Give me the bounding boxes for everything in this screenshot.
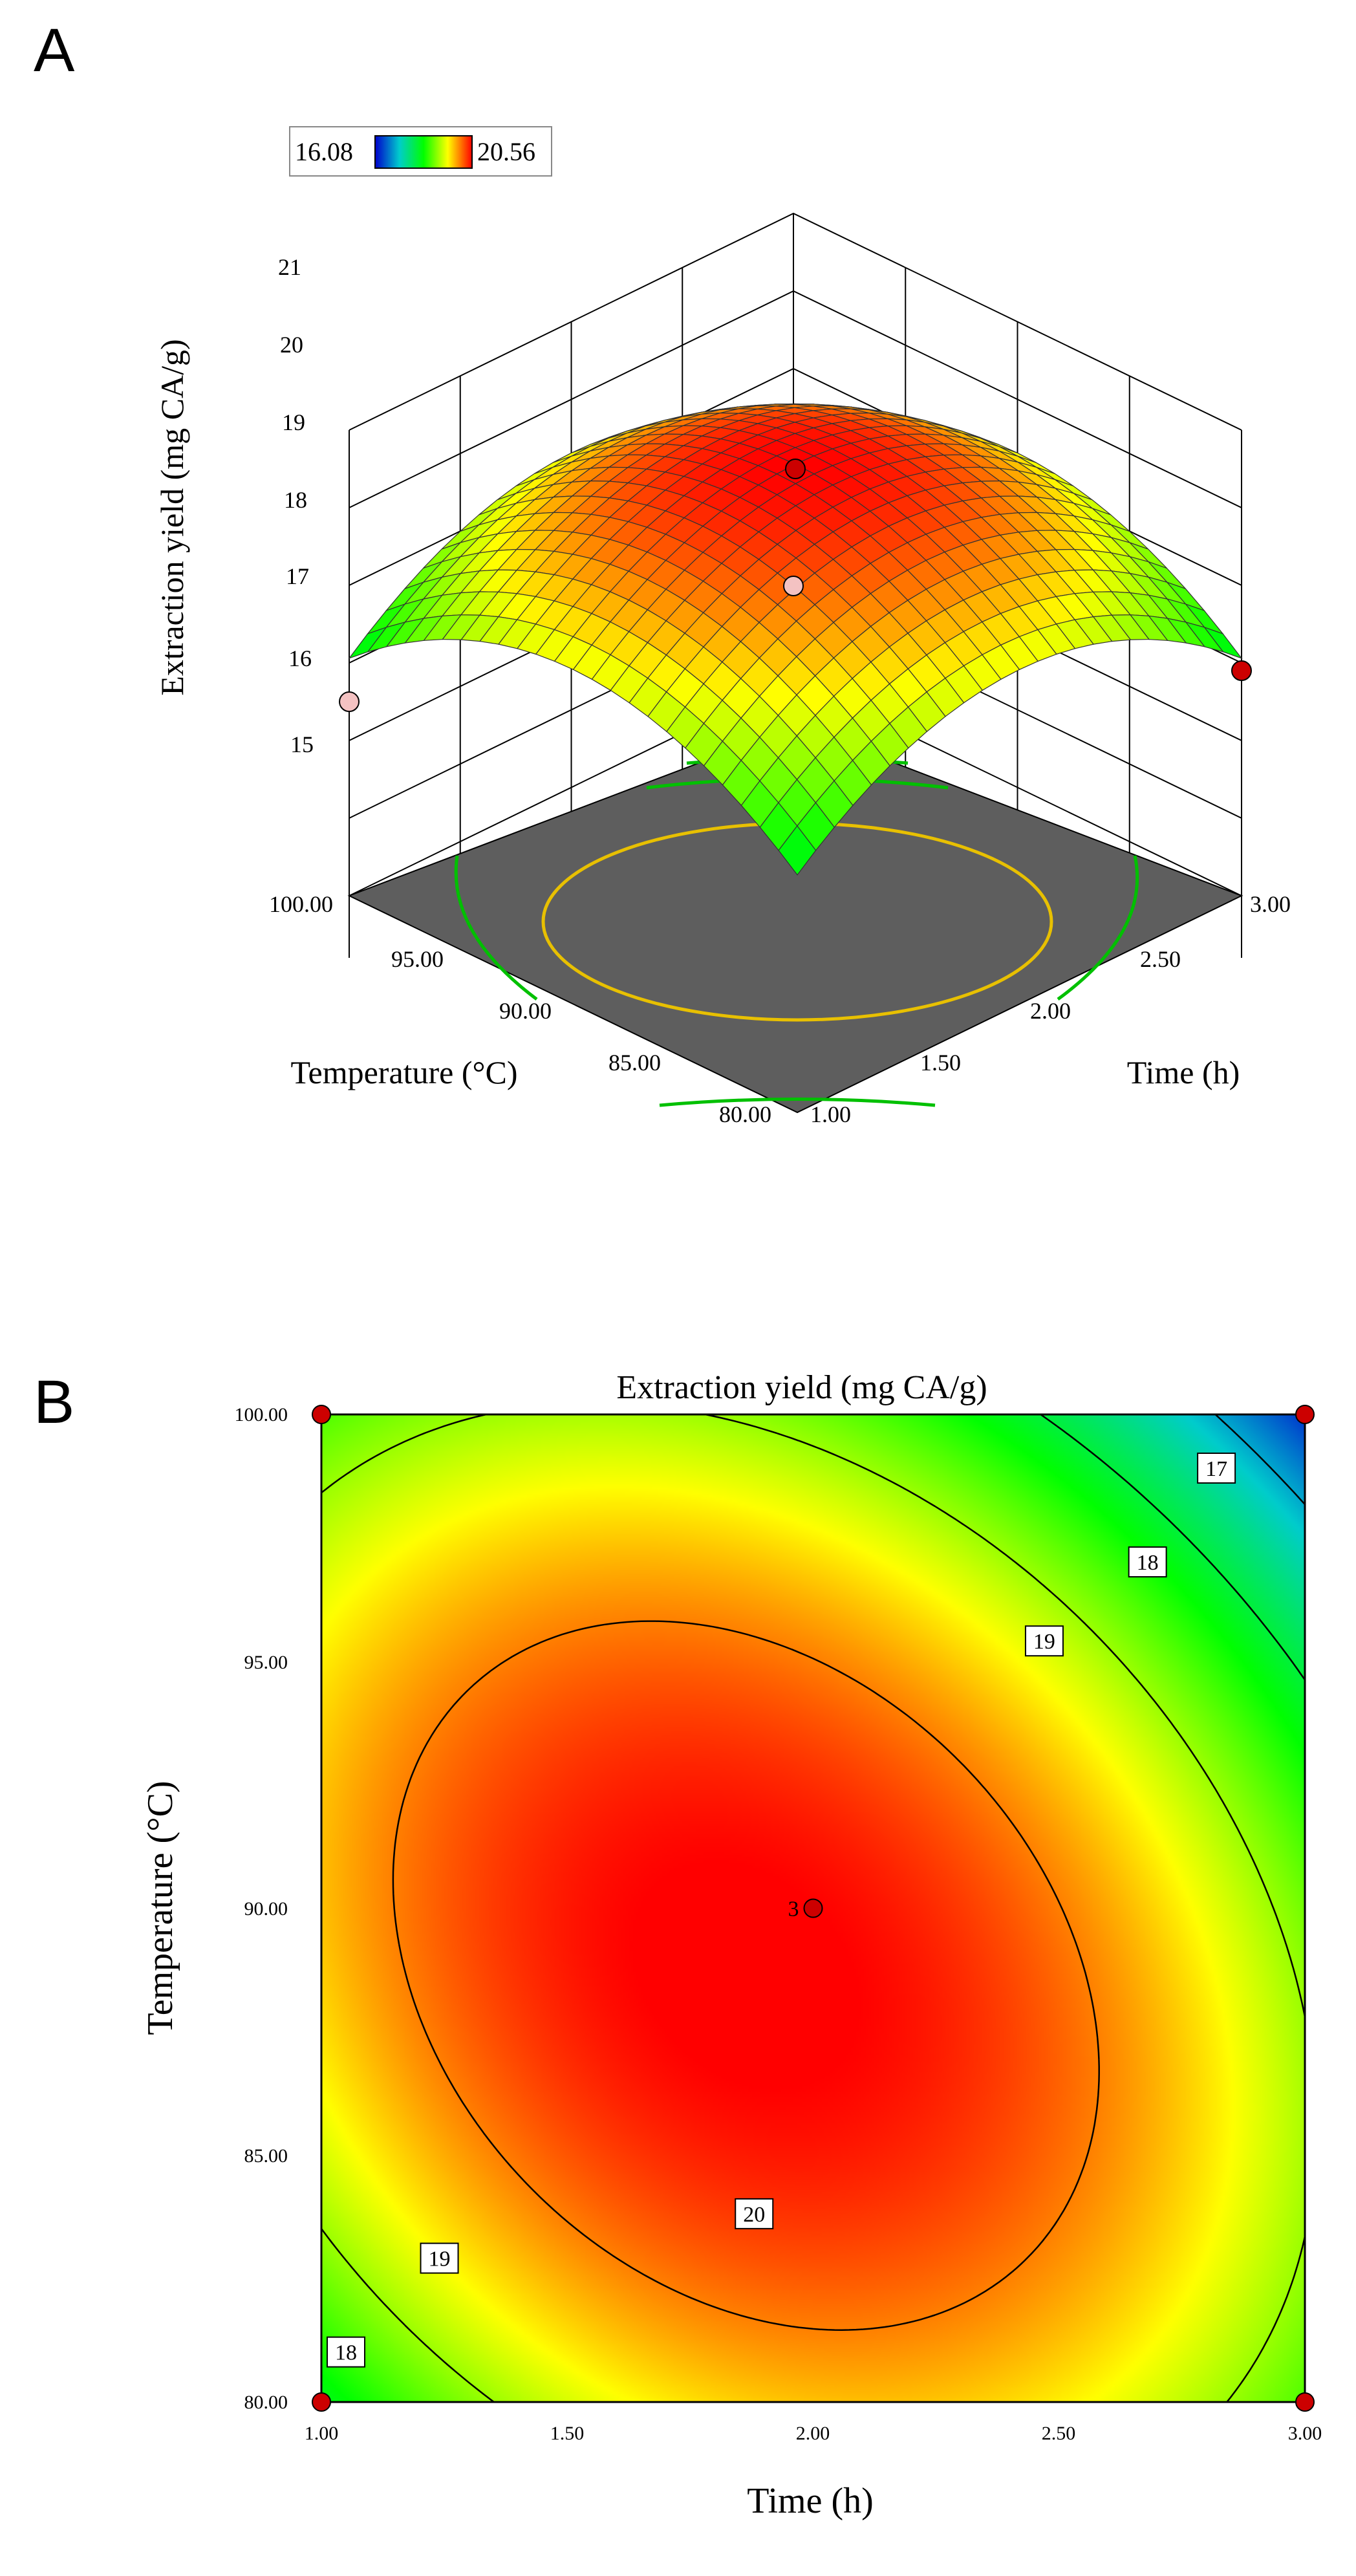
- surface-design-point: [339, 691, 360, 712]
- contour-label-text: 18: [1137, 1551, 1159, 1575]
- x-tick-1: 1.00: [305, 2423, 339, 2444]
- x-tick-2: 2.00: [796, 2423, 830, 2444]
- contour-label-box: [1128, 1546, 1167, 1578]
- contour-label-20: 20: [735, 2198, 774, 2229]
- contour-line-18: [1039, 1414, 1305, 1682]
- contour-label-box: [420, 2242, 459, 2274]
- temp3d-tick-85: 85.00: [608, 1050, 661, 1076]
- surface-design-point: [783, 576, 804, 596]
- design-point: [312, 1405, 331, 1424]
- legend-min-label: 16.08: [295, 137, 353, 166]
- z-tick-20: 20: [280, 332, 303, 358]
- x-tick-3: 3.00: [1288, 2423, 1322, 2444]
- contour-line-17: [1214, 1414, 1305, 1506]
- temp3d-tick-80: 80.00: [719, 1101, 771, 1127]
- contour-label-text: 18: [335, 2341, 357, 2365]
- contour-label-box: [735, 2198, 774, 2229]
- time-axis-label-3d: Time (h): [1127, 1054, 1240, 1090]
- x-axis-label-2d: Time (h): [747, 2481, 874, 2521]
- z-tick-16: 16: [288, 645, 312, 671]
- legend-max-label: 20.56: [477, 137, 535, 166]
- contour-title: Extraction yield (mg CA/g): [616, 1369, 987, 1406]
- z-tick-18: 18: [284, 487, 307, 513]
- contour-label-18: 18: [327, 2336, 366, 2368]
- design-point: [1295, 1405, 1315, 1424]
- z-axis-ticks: 15 16 17 18 19 20 21: [278, 254, 314, 757]
- time3d-tick-2: 2.00: [1030, 998, 1071, 1024]
- panel-a-letter: A: [34, 16, 75, 85]
- y-tick-90: 90.00: [244, 1898, 288, 1920]
- contour-label-19: 19: [1024, 1625, 1064, 1657]
- response-surface: [348, 403, 1243, 876]
- z-axis-label: Extraction yield (mg CA/g): [154, 339, 190, 695]
- surface-design-point: [1231, 660, 1252, 681]
- contour-line-19: [321, 1414, 1305, 2402]
- y-tick-95: 95.00: [244, 1652, 288, 1673]
- x-tick-1-5: 1.50: [550, 2423, 585, 2444]
- contour-label-text: 20: [743, 2203, 765, 2227]
- design-point: [312, 2392, 331, 2412]
- y-axis-ticks-2d: 80.00 85.00 90.00 95.00 100.00: [235, 1404, 288, 2413]
- legend-gradient-bar: [374, 135, 473, 169]
- time-axis-ticks-3d: 1.00 1.50 2.00 2.50 3.00: [810, 891, 1291, 1127]
- design-point-label: 3: [788, 1898, 799, 1921]
- contour-label-box: [327, 2336, 366, 2368]
- surface-patch: [778, 825, 817, 876]
- contour-label-text: 19: [1033, 1630, 1055, 1654]
- z-tick-17: 17: [286, 563, 309, 589]
- surface-design-points: [339, 459, 1252, 712]
- contour-label-19: 19: [420, 2242, 459, 2274]
- contour-line-20: [392, 1620, 1100, 2331]
- z-tick-15: 15: [290, 731, 314, 757]
- x-axis-ticks-2d: 1.00 1.50 2.00 2.50 3.00: [305, 2423, 1322, 2444]
- wall-gridline-z: [349, 290, 1242, 508]
- contour-plot-frame: [320, 1413, 1306, 2403]
- surface-design-point: [785, 459, 806, 479]
- floor-contour-19-left: [454, 855, 538, 1001]
- floor-contour-19-bottom: [659, 1098, 936, 1107]
- time3d-tick-3: 3.00: [1250, 891, 1291, 917]
- temp3d-tick-100: 100.00: [269, 891, 333, 917]
- y-tick-85: 85.00: [244, 2145, 288, 2167]
- contour-label-box: [1197, 1452, 1236, 1484]
- temp3d-tick-95: 95.00: [391, 946, 444, 972]
- time3d-tick-1-5: 1.50: [920, 1050, 961, 1076]
- design-point: [1295, 2392, 1315, 2412]
- temp3d-tick-90: 90.00: [499, 998, 552, 1024]
- contour-label-18: 18: [1128, 1546, 1167, 1578]
- surface-floor: [347, 724, 1243, 1114]
- contour-label-17: 17: [1197, 1452, 1236, 1484]
- contour-lines: [321, 1414, 1305, 2402]
- y-axis-label-2d: Temperature (°C): [140, 1780, 180, 2035]
- z-tick-19: 19: [282, 409, 305, 435]
- temperature-axis-label-3d: Temperature (°C): [290, 1054, 517, 1090]
- temperature-axis-ticks-3d: 80.00 85.00 90.00 95.00 100.00: [269, 891, 771, 1127]
- time3d-tick-2-5: 2.50: [1140, 946, 1181, 972]
- contour-label-text: 17: [1205, 1457, 1227, 1481]
- wall-gridline-z: [349, 212, 1242, 431]
- color-legend: 16.08 20.56: [289, 126, 552, 177]
- x-tick-2-5: 2.50: [1042, 2423, 1076, 2444]
- time3d-tick-1: 1.00: [810, 1101, 851, 1127]
- panel-b-letter: B: [34, 1368, 74, 1436]
- z-tick-21: 21: [278, 254, 301, 280]
- y-tick-100: 100.00: [235, 1404, 288, 1425]
- contour-design-points: 3: [312, 1405, 1315, 2412]
- contour-label-box: [1024, 1625, 1064, 1657]
- contour-labels: 17 18 19 20 19 18: [327, 1452, 1236, 2368]
- contour-label-text: 19: [429, 2247, 451, 2271]
- floor-contour-19-right: [1057, 855, 1139, 1001]
- design-point: [803, 1898, 823, 1918]
- y-tick-80: 80.00: [244, 2392, 288, 2413]
